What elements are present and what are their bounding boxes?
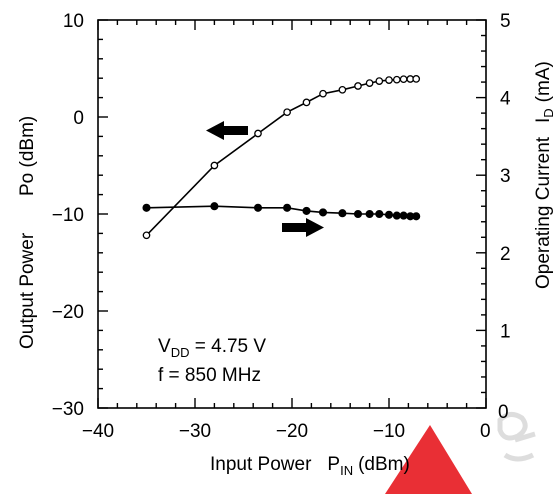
series-0-point bbox=[354, 82, 362, 90]
series-0-point bbox=[365, 79, 374, 87]
series-0-line bbox=[145, 78, 417, 236]
series-1-point bbox=[412, 212, 421, 221]
series-1-point bbox=[399, 211, 408, 220]
plot-frame bbox=[97, 19, 487, 409]
series-1-point bbox=[338, 209, 347, 218]
arrow-right-icon bbox=[282, 218, 324, 237]
series-0-point bbox=[319, 89, 327, 98]
y-right-axis-title: Operating Current bbox=[533, 136, 554, 289]
series-0-point bbox=[210, 161, 219, 170]
series-group bbox=[142, 75, 421, 240]
series-1-point bbox=[384, 210, 394, 219]
series-1-point bbox=[210, 202, 219, 211]
series-1-point bbox=[253, 203, 263, 212]
series-0-point bbox=[412, 75, 421, 83]
series-1-point bbox=[392, 211, 401, 220]
arrow-left-icon bbox=[206, 121, 248, 140]
y-left-axis-symbol: Po (dBm) bbox=[17, 116, 38, 196]
series-0-point bbox=[283, 108, 291, 117]
y-right-tick-label: 4 bbox=[500, 89, 511, 110]
y-right-tick-label: 5 bbox=[500, 11, 511, 32]
series-1-point bbox=[365, 209, 374, 219]
x-tick-label: −20 bbox=[276, 421, 308, 442]
series-0-point bbox=[385, 76, 393, 84]
y-right-tick-label: 2 bbox=[500, 244, 511, 265]
annotation-frequency: f = 850 MHz bbox=[158, 365, 261, 386]
y-right-tick-label: 3 bbox=[500, 166, 511, 187]
y-left-tick-label: 10 bbox=[63, 11, 84, 32]
y-left-tick-label: −30 bbox=[52, 399, 84, 420]
series-0-point bbox=[399, 75, 408, 84]
watermark bbox=[385, 412, 536, 494]
x-tick-label: −40 bbox=[82, 421, 114, 442]
y-left-tick-label: −20 bbox=[52, 302, 84, 323]
axis-ticks bbox=[97, 19, 487, 409]
series-0-point bbox=[375, 77, 384, 85]
y-right-axis-symbol: ID(mA) bbox=[533, 61, 555, 123]
x-axis-title: Input Power PIN (dBm) bbox=[210, 454, 410, 478]
series-1-point bbox=[318, 208, 328, 217]
series-1-point bbox=[302, 206, 311, 215]
series-0-point bbox=[254, 129, 262, 138]
series-1-point bbox=[142, 203, 151, 212]
x-tick-label: −30 bbox=[179, 421, 211, 442]
series-1-point bbox=[375, 209, 384, 219]
x-origin-label: 0 bbox=[480, 421, 491, 442]
series-0-point bbox=[392, 75, 401, 84]
series-1-point bbox=[283, 203, 292, 212]
y-left-axis-title: Output Power bbox=[17, 232, 38, 349]
series-1-point bbox=[353, 209, 363, 219]
annotation-vdd: VDD = 4.75 V bbox=[158, 336, 266, 360]
series-0-point bbox=[142, 231, 151, 240]
y-left-tick-label: −10 bbox=[52, 205, 84, 226]
series-0-point bbox=[338, 85, 347, 94]
y-right-tick-label: 0 bbox=[498, 402, 509, 423]
y-left-tick-label: 0 bbox=[73, 108, 84, 129]
y-right-tick-label: 1 bbox=[500, 321, 511, 342]
x-tick-label: −10 bbox=[373, 421, 405, 442]
series-0-point bbox=[302, 98, 311, 107]
